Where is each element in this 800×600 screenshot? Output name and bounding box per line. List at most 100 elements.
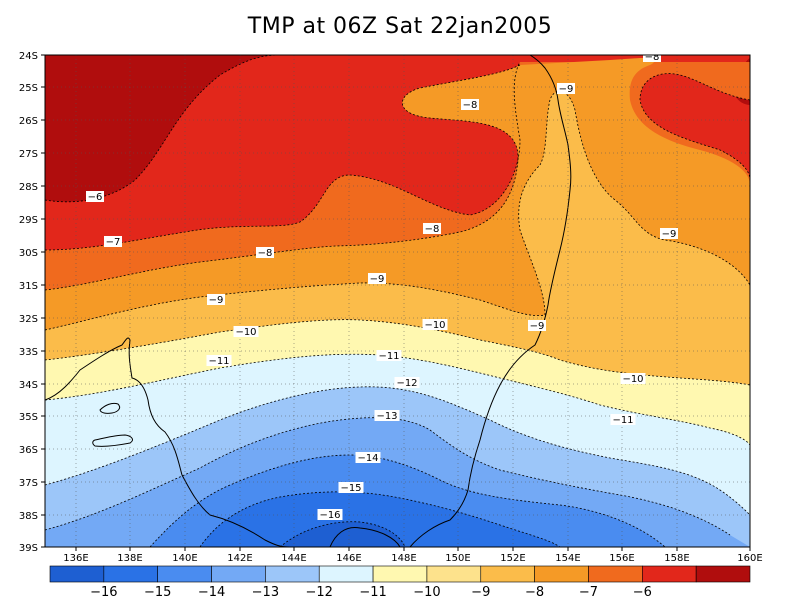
- svg-text:−10: −10: [424, 320, 445, 331]
- colorbar-label: −7: [579, 585, 598, 600]
- lon-tick-label: 138E: [117, 553, 142, 564]
- contour-label: −16: [317, 509, 343, 521]
- svg-text:−6: −6: [88, 192, 103, 203]
- colorbar-swatch: [534, 565, 589, 583]
- svg-text:−15: −15: [340, 483, 361, 494]
- contour-label: −9: [207, 294, 225, 306]
- filled-contours: −6 −7 −8 −8 −8 −8 −9 −9 −9 −9 −9 −10 −10 −10 −11 −11 −11…: [45, 52, 750, 547]
- contour-label: −12: [394, 377, 420, 389]
- latitude-axis: 24S 25S 26S 27S 28S 29S 30S 31S 32S 33S 34S 35S 36S 3…: [19, 51, 45, 554]
- contour-label: −6: [86, 191, 104, 203]
- colorbar-swatch: [49, 565, 105, 583]
- lat-tick-label: 32S: [19, 314, 38, 325]
- lon-tick-label: 142E: [227, 553, 252, 564]
- svg-text:−11: −11: [612, 415, 633, 426]
- contour-label: −8: [256, 247, 274, 259]
- svg-text:−14: −14: [357, 453, 378, 464]
- lon-tick-label: 160E: [737, 553, 762, 564]
- lat-tick-label: 24S: [19, 51, 38, 62]
- map-title: TMP at 06Z Sat 22jan2005: [247, 14, 553, 39]
- lat-tick-label: 37S: [19, 478, 38, 489]
- svg-text:−8: −8: [463, 100, 478, 111]
- lon-tick-label: 158E: [664, 553, 689, 564]
- colorbar-label: −6: [633, 585, 652, 600]
- contour-label: −8: [643, 52, 661, 63]
- colorbar-swatch: [265, 565, 320, 583]
- svg-text:−16: −16: [319, 510, 340, 521]
- contour-label: −10: [422, 319, 448, 331]
- contour-label: −9: [660, 228, 678, 240]
- colorbar-swatch: [588, 565, 643, 583]
- svg-text:−9: −9: [370, 274, 385, 285]
- contour-label: −13: [374, 410, 400, 422]
- colorbar-label: −11: [359, 585, 386, 600]
- lat-tick-label: 25S: [19, 83, 38, 94]
- svg-text:−8: −8: [425, 224, 440, 235]
- lat-tick-label: 38S: [19, 511, 38, 522]
- contour-label: −8: [423, 223, 441, 235]
- colorbar-swatch: [103, 565, 158, 583]
- colorbar-label: −13: [252, 585, 279, 600]
- contour-label: −9: [368, 273, 386, 285]
- contour-label: −7: [104, 236, 122, 248]
- colorbar-swatch: [372, 565, 428, 583]
- coastline: [45, 55, 572, 547]
- svg-text:−11: −11: [378, 351, 399, 362]
- contour-label: −10: [620, 373, 646, 385]
- svg-text:−10: −10: [235, 327, 256, 338]
- svg-text:−8: −8: [645, 52, 660, 63]
- lon-tick-label: 146E: [336, 553, 361, 564]
- contour-label: −11: [206, 355, 232, 367]
- svg-text:−10: −10: [622, 374, 643, 385]
- colorbar-swatch: [211, 565, 266, 583]
- colorbar-label: −16: [90, 585, 117, 600]
- colorbar-swatch: [318, 565, 374, 583]
- contour-labels: −6 −7 −8 −8 −8 −8 −9 −9 −9 −9 −9 −10 −10 −10 −11 −11 −11…: [86, 52, 678, 521]
- colorbar-swatch: [426, 565, 482, 583]
- svg-text:−9: −9: [662, 229, 677, 240]
- svg-text:−7: −7: [106, 237, 121, 248]
- contour-label: −11: [376, 350, 402, 362]
- lon-tick-label: 152E: [500, 553, 525, 564]
- lat-tick-label: 31S: [19, 281, 38, 292]
- lon-tick-label: 150E: [445, 553, 470, 564]
- lat-tick-label: 34S: [19, 380, 38, 391]
- svg-text:−9: −9: [209, 295, 224, 306]
- contour-label: −15: [338, 482, 364, 494]
- fill-band-coldest: [280, 521, 405, 547]
- lat-tick-label: 29S: [19, 215, 38, 226]
- lat-tick-label: 30S: [19, 248, 38, 259]
- contour-label: −14: [355, 452, 381, 464]
- fill-band-blue: [200, 491, 560, 547]
- svg-text:−11: −11: [208, 356, 229, 367]
- contour-label: −9: [557, 83, 575, 95]
- lat-tick-label: 28S: [19, 182, 38, 193]
- svg-text:−9: −9: [530, 321, 545, 332]
- lat-tick-label: 39S: [19, 543, 38, 554]
- lat-tick-label: 27S: [19, 149, 38, 160]
- colorbar-swatch: [695, 565, 751, 583]
- colorbar-label: −15: [144, 585, 171, 600]
- lon-tick-label: 156E: [609, 553, 634, 564]
- svg-text:−9: −9: [559, 84, 574, 95]
- colorbar-label: −12: [306, 585, 333, 600]
- colorbar: −16 −15 −14 −13 −12 −11 −10 −9 −8 −7 −6: [49, 565, 751, 600]
- lon-tick-label: 148E: [391, 553, 416, 564]
- colorbar-label: −14: [198, 585, 225, 600]
- lat-tick-label: 36S: [19, 445, 38, 456]
- lat-tick-label: 35S: [19, 412, 38, 423]
- lat-tick-label: 26S: [19, 116, 38, 127]
- contour-label: −10: [233, 326, 259, 338]
- plot-frame: [44, 54, 751, 548]
- svg-text:−13: −13: [376, 411, 397, 422]
- longitude-axis: 136E 138E 140E 142E 144E 146E 148E 150E 152E 154E…: [63, 547, 763, 564]
- colorbar-label: −8: [525, 585, 544, 600]
- contour-label: −11: [610, 414, 636, 426]
- colorbar-label: −9: [471, 585, 490, 600]
- contour-label: −9: [528, 320, 546, 332]
- svg-text:−8: −8: [258, 248, 273, 259]
- colorbar-label: −10: [413, 585, 440, 600]
- contour-label: −8: [461, 99, 479, 111]
- lon-tick-label: 136E: [63, 553, 88, 564]
